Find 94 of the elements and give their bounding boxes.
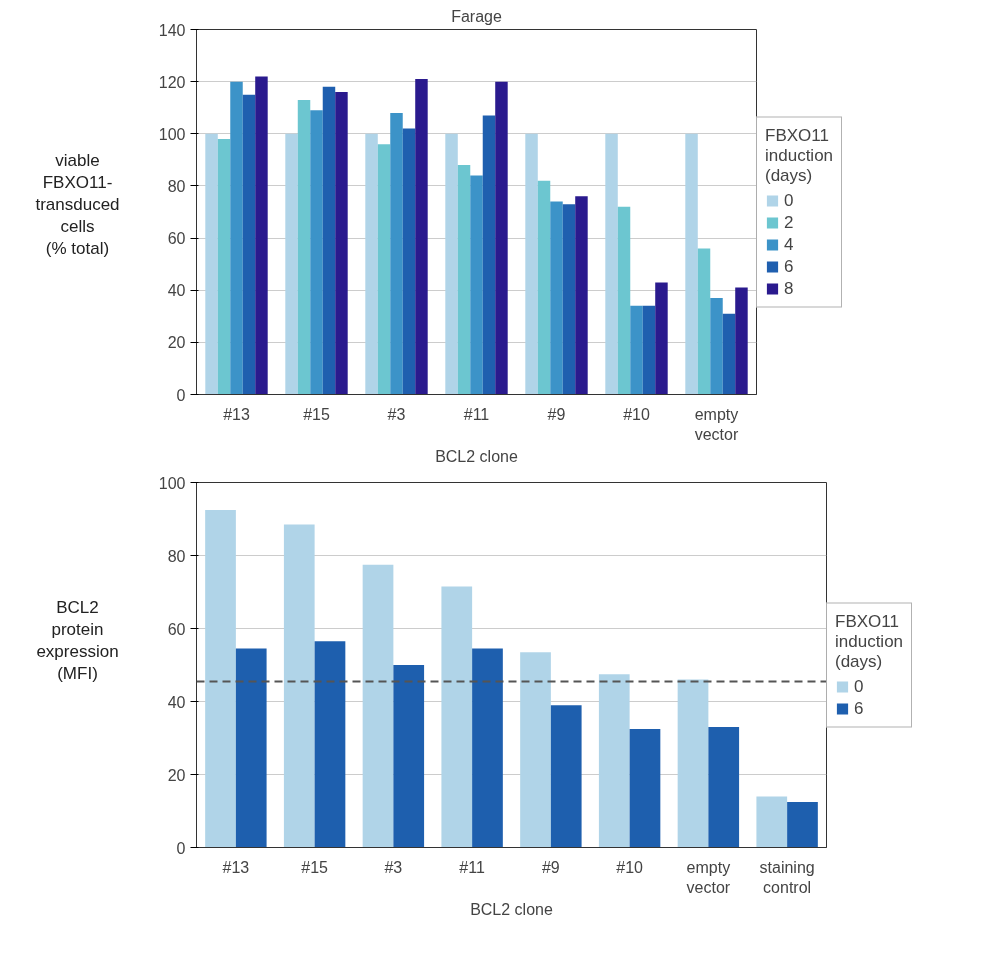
- legend-title: FBXO11 induction (days): [835, 611, 904, 671]
- bar: [575, 196, 588, 395]
- bar: [787, 801, 818, 848]
- bar: [642, 305, 656, 395]
- bar: [322, 86, 336, 395]
- x-tick-label: #9: [547, 405, 566, 423]
- y-tick-label: 20: [167, 334, 186, 352]
- bar: [335, 92, 348, 395]
- bar: [562, 204, 576, 395]
- x-tick-label: empty vector: [686, 858, 731, 896]
- bar: [470, 175, 483, 395]
- bar: [235, 648, 267, 848]
- legend-label: 2: [784, 212, 795, 232]
- bar: [537, 180, 551, 395]
- bar: [365, 133, 378, 395]
- bar: [685, 133, 698, 395]
- bar: [655, 282, 668, 395]
- x-tick-label: #15: [301, 858, 329, 876]
- y-tick-label: 80: [167, 547, 186, 565]
- bar: [314, 641, 346, 848]
- bar: [255, 76, 268, 395]
- y-tick-label: 40: [167, 693, 186, 711]
- bar: [735, 287, 748, 395]
- y-tick-label: 120: [158, 73, 186, 91]
- bar: [605, 133, 618, 395]
- bar: [550, 201, 563, 395]
- y-tick-label: 100: [158, 474, 186, 492]
- x-tick-label: #3: [387, 405, 406, 423]
- bar: [205, 133, 218, 395]
- chart-title: Farage: [451, 7, 502, 25]
- x-tick-label: #13: [222, 858, 250, 876]
- legend-label: 6: [854, 698, 865, 718]
- bar: [217, 139, 231, 395]
- bar: [697, 248, 711, 395]
- bar: [472, 648, 503, 848]
- y-tick-label: 0: [176, 386, 186, 404]
- x-axis-title: BCL2 clone: [435, 447, 518, 465]
- bar: [377, 144, 391, 395]
- bar: [629, 728, 661, 848]
- bar: [457, 165, 471, 395]
- x-tick-label: #11: [459, 858, 485, 876]
- legend-title: FBXO11 induction (days): [765, 125, 834, 185]
- bar: [630, 305, 643, 395]
- y-tick-label: 100: [158, 125, 186, 143]
- bar: [310, 110, 323, 395]
- bar: [230, 81, 243, 395]
- bar: [393, 665, 425, 848]
- bar: [617, 206, 631, 395]
- x-tick-label: #10: [623, 405, 650, 423]
- x-tick-label: #13: [223, 405, 250, 423]
- bar: [390, 112, 403, 395]
- legend-label: 4: [784, 234, 795, 254]
- bar: [598, 674, 630, 848]
- bar: [445, 133, 458, 395]
- bar: [708, 727, 740, 848]
- x-tick-label: empty vector: [694, 405, 739, 443]
- x-tick-label: #9: [541, 858, 560, 876]
- bar: [362, 564, 394, 848]
- legend-label: 8: [784, 278, 795, 298]
- legend-label: 6: [784, 256, 795, 276]
- bar: [402, 128, 416, 395]
- bar: [677, 679, 709, 848]
- y-tick-label: 80: [167, 177, 186, 195]
- x-tick-label: staining control: [759, 858, 815, 896]
- x-axis-title: BCL2 clone: [470, 900, 553, 918]
- x-tick-label: #15: [303, 405, 330, 423]
- bar: [283, 524, 315, 848]
- x-tick-label: #10: [616, 858, 644, 876]
- x-tick-label: #11: [463, 405, 490, 423]
- bar: [285, 133, 298, 395]
- y-axis-title: BCL2 protein expression (MFI): [36, 597, 119, 686]
- y-tick-label: 140: [158, 21, 186, 39]
- y-tick-label: 0: [176, 839, 186, 857]
- bar: [205, 509, 236, 848]
- y-tick-label: 60: [167, 230, 186, 248]
- bar: [242, 94, 256, 395]
- bar: [297, 99, 311, 395]
- bar: [756, 796, 788, 848]
- y-tick-label: 60: [167, 620, 186, 638]
- bar: [722, 313, 736, 395]
- bar: [415, 79, 428, 395]
- x-tick-label: #3: [384, 858, 403, 876]
- bar: [520, 652, 551, 848]
- bar: [495, 81, 508, 395]
- legend-label: 0: [784, 190, 795, 210]
- y-tick-label: 40: [167, 282, 186, 300]
- bar: [441, 586, 473, 848]
- legend-label: 0: [854, 676, 865, 696]
- bar: [482, 115, 496, 395]
- bar: [550, 705, 582, 848]
- bar: [710, 298, 723, 395]
- y-tick-label: 20: [167, 766, 186, 784]
- y-axis-title: viable FBXO11- transduced cells (% total): [35, 150, 120, 261]
- bar: [525, 133, 538, 395]
